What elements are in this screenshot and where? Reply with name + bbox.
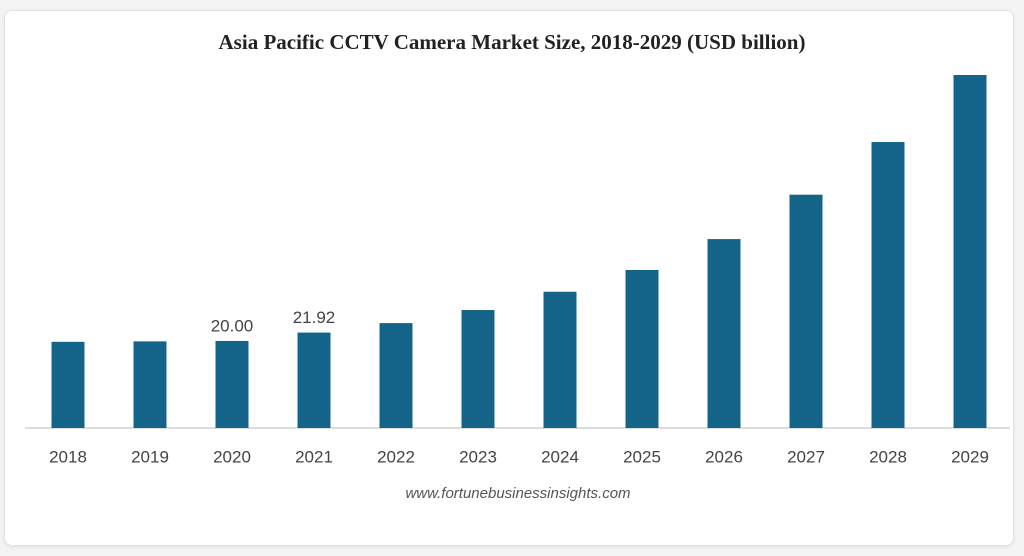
bar (133, 341, 167, 428)
x-tick-label: 2024 (541, 447, 579, 466)
bar (461, 310, 495, 428)
x-tick-label: 2029 (951, 447, 989, 466)
bar (297, 332, 331, 428)
bar (51, 341, 85, 428)
bar (871, 142, 905, 428)
x-tick-label: 2022 (377, 447, 415, 466)
x-tick-label: 2021 (295, 447, 333, 466)
bar (789, 194, 823, 428)
value-label: 21.92 (293, 308, 336, 327)
x-tick-label: 2028 (869, 447, 907, 466)
x-tick-label: 2027 (787, 447, 825, 466)
source: www.fortunebusinessinsights.com (405, 485, 630, 502)
x-tick-label: 2023 (459, 447, 497, 466)
x-tick-label: 2025 (623, 447, 661, 466)
bar (215, 340, 249, 428)
bar (707, 239, 741, 428)
chart-title: Asia Pacific CCTV Camera Market Size, 20… (219, 30, 806, 54)
bar (543, 291, 577, 428)
x-tick-label: 2019 (131, 447, 169, 466)
x-tick-label: 2020 (213, 447, 251, 466)
x-tick-label: 2026 (705, 447, 743, 466)
bar (953, 75, 987, 428)
chart-card (4, 10, 1014, 546)
bar (625, 269, 659, 428)
bar (379, 323, 413, 428)
value-label: 20.00 (211, 316, 254, 335)
x-tick-label: 2018 (49, 447, 87, 466)
